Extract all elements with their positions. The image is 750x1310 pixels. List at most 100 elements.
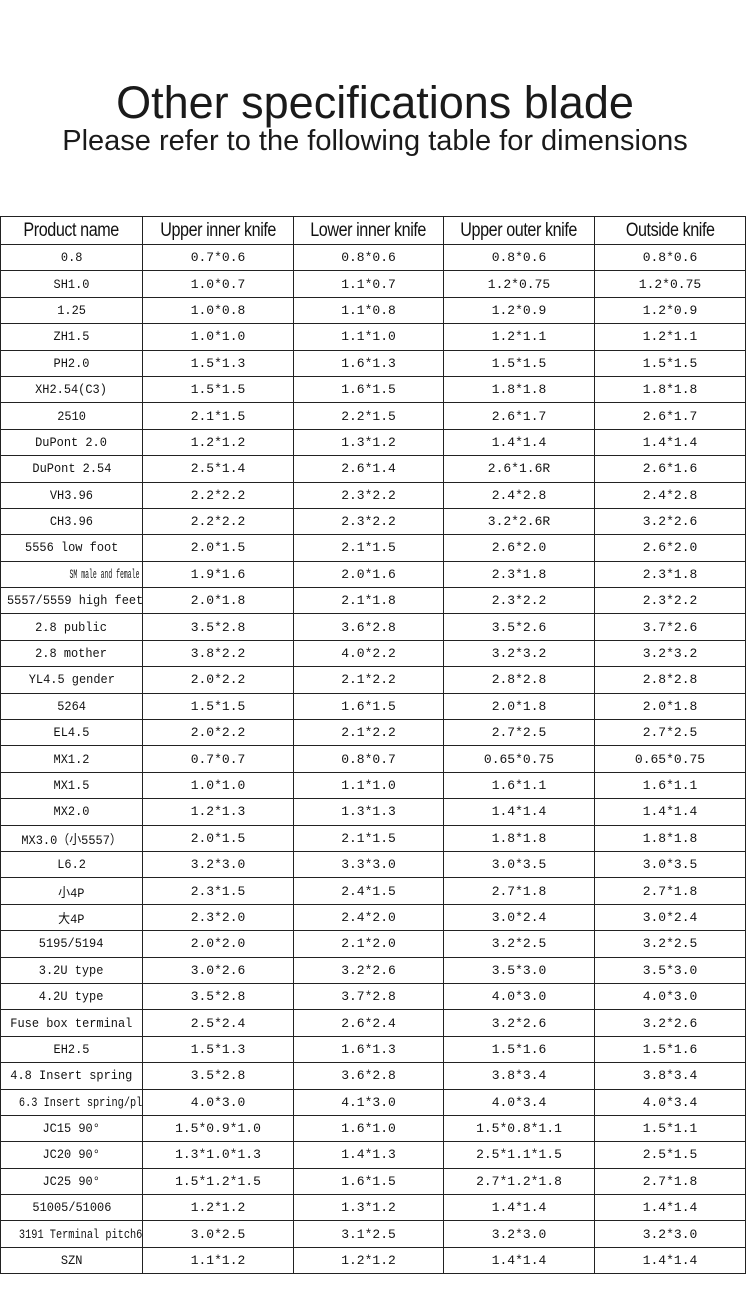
product-name-cell: 2510 — [0, 402, 143, 430]
product-name-cell: 大4P — [0, 903, 143, 932]
upper-outer-knife-cell: 2.7*1.8 — [443, 877, 595, 905]
lower-inner-knife-cell: 1.1*1.0 — [293, 323, 444, 351]
outside-knife-cell: 2.6*1.7 — [594, 402, 746, 430]
lower-inner-knife-cell: 3.6*2.8 — [293, 1062, 444, 1090]
outside-knife-cell: 4.0*3.4 — [594, 1088, 746, 1116]
table-row: 0.8 0.7*0.6 0.8*0.6 0.8*0.6 0.8*0.6 — [0, 243, 746, 272]
upper-inner-knife-cell: 3.2*3.0 — [142, 850, 294, 879]
product-name-cell: 小4P — [0, 877, 143, 905]
product-name-text: MX2.0 — [53, 804, 90, 820]
product-name-text: PH2.0 — [53, 355, 90, 371]
lower-inner-knife-cell: 0.8*0.6 — [293, 243, 444, 272]
product-name-cell: 51005/51006 — [0, 1194, 143, 1222]
table-row: 4.8 Insert spring 3.5*2.8 3.6*2.8 3.8*3.4 3.… — [0, 1062, 746, 1090]
upper-inner-knife-cell: 4.0*3.0 — [142, 1088, 294, 1116]
table-row: 2.8 mother 3.8*2.2 4.0*2.2 3.2*3.2 3.2*3.2 — [0, 639, 746, 668]
upper-outer-knife-cell: 3.8*3.4 — [443, 1062, 595, 1090]
lower-inner-knife-cell: 1.6*1.0 — [293, 1114, 444, 1143]
upper-outer-knife-cell: 1.8*1.8 — [443, 824, 595, 852]
product-name-cell: MX3.0（小5557） — [0, 824, 143, 852]
upper-inner-knife-cell: 2.5*1.4 — [142, 455, 294, 483]
upper-inner-knife-cell: 1.5*1.3 — [142, 1035, 294, 1064]
upper-inner-knife-cell: 2.2*2.2 — [142, 507, 294, 536]
product-name-cell: PH2.0 — [0, 349, 143, 377]
upper-outer-knife-cell: 3.2*3.2 — [443, 639, 595, 668]
outside-knife-cell: 0.65*0.75 — [594, 745, 746, 773]
upper-outer-knife-cell: 3.5*3.0 — [443, 956, 595, 984]
table-row: YL4.5 gender 2.0*2.2 2.1*2.2 2.8*2.8 2.8*2.8 — [0, 666, 746, 694]
product-name-cell: 3.2U type — [0, 956, 143, 984]
upper-outer-knife-cell: 0.8*0.6 — [443, 243, 595, 272]
product-name-cell: JC25 90° — [0, 1167, 143, 1196]
lower-inner-knife-cell: 1.1*0.7 — [293, 270, 444, 298]
product-name-text: EL4.5 — [53, 725, 90, 741]
product-name-cell: DuPont 2.54 — [0, 455, 143, 483]
upper-inner-knife-cell: 3.0*2.6 — [142, 956, 294, 984]
lower-inner-knife-cell: 2.1*2.2 — [293, 719, 444, 747]
table-row: 5264 1.5*1.5 1.6*1.5 2.0*1.8 2.0*1.8 — [0, 692, 746, 721]
table-row: DuPont 2.0 1.2*1.2 1.3*1.2 1.4*1.4 1.4*1.4 — [0, 428, 746, 457]
table-row: 3.2U type 3.0*2.6 3.2*2.6 3.5*3.0 3.5*3.0 — [0, 956, 746, 984]
product-name-cell: EL4.5 — [0, 719, 143, 747]
upper-inner-knife-cell: 1.0*0.7 — [142, 270, 294, 298]
table-row: DuPont 2.54 2.5*1.4 2.6*1.4 2.6*1.6R 2.6*1.6 — [0, 455, 746, 483]
lower-inner-knife-cell: 2.3*2.2 — [293, 481, 444, 509]
table-row: MX1.5 1.0*1.0 1.1*1.0 1.6*1.1 1.6*1.1 — [0, 771, 746, 800]
product-name-text: 2.8 mother — [35, 646, 108, 662]
outside-knife-cell: 1.4*1.4 — [594, 1194, 746, 1222]
outside-knife-cell: 4.0*3.0 — [594, 982, 746, 1011]
table-row: EH2.5 1.5*1.3 1.6*1.3 1.5*1.6 1.5*1.6 — [0, 1035, 746, 1064]
outside-knife-cell: 1.4*1.4 — [594, 798, 746, 826]
upper-outer-knife-cell: 1.5*1.6 — [443, 1035, 595, 1064]
lower-inner-knife-cell: 1.3*1.3 — [293, 798, 444, 826]
table-row: JC15 90° 1.5*0.9*1.0 1.6*1.0 1.5*0.8*1.1 1.5… — [0, 1114, 746, 1143]
product-name-cell: 5557/5559 high feet — [0, 587, 143, 615]
upper-outer-knife-cell: 1.4*1.4 — [443, 428, 595, 457]
upper-inner-knife-cell: 1.5*1.5 — [142, 375, 294, 404]
outside-knife-cell: 2.0*1.8 — [594, 692, 746, 721]
upper-outer-knife-cell: 3.5*2.6 — [443, 613, 595, 641]
lower-inner-knife-cell: 1.6*1.5 — [293, 1167, 444, 1196]
outside-knife-cell: 1.8*1.8 — [594, 824, 746, 852]
table-row: 2.8 public 3.5*2.8 3.6*2.8 3.5*2.6 3.7*2.6 — [0, 613, 746, 641]
upper-inner-knife-cell: 3.8*2.2 — [142, 639, 294, 668]
lower-inner-knife-cell: 2.1*2.2 — [293, 666, 444, 694]
product-name-text: 5264 — [57, 698, 86, 714]
table-row: JC20 90° 1.3*1.0*1.3 1.4*1.3 2.5*1.1*1.5 2.5… — [0, 1141, 746, 1169]
lower-inner-knife-cell: 4.0*2.2 — [293, 639, 444, 668]
outside-knife-cell: 0.8*0.6 — [594, 243, 746, 272]
lower-inner-knife-cell: 1.3*1.2 — [293, 1194, 444, 1222]
outside-knife-cell: 2.6*2.0 — [594, 534, 746, 562]
upper-inner-knife-cell: 2.5*2.4 — [142, 1009, 294, 1037]
outside-knife-cell: 2.7*2.5 — [594, 719, 746, 747]
product-name-cell: EH2.5 — [0, 1035, 143, 1064]
table-header-row: Product name Upper inner knife Lower inn… — [0, 216, 746, 245]
outside-knife-cell: 3.2*2.5 — [594, 930, 746, 958]
header-label: Lower inner knife — [310, 219, 427, 241]
page-subtitle: Please refer to the following table for … — [62, 125, 688, 157]
lower-inner-knife-cell: 3.2*2.6 — [293, 956, 444, 984]
table-row: 4.2U type 3.5*2.8 3.7*2.8 4.0*3.0 4.0*3.0 — [0, 982, 746, 1011]
product-name-cell: SM male and female terminals shared — [0, 560, 143, 589]
header-label: Upper outer knife — [460, 219, 578, 241]
table-row: MX2.0 1.2*1.3 1.3*1.3 1.4*1.4 1.4*1.4 — [0, 798, 746, 826]
outside-knife-cell: 1.4*1.4 — [594, 428, 746, 457]
outside-knife-cell: 1.5*1.1 — [594, 1114, 746, 1143]
upper-outer-knife-cell: 4.0*3.0 — [443, 982, 595, 1011]
outside-knife-cell: 1.6*1.1 — [594, 771, 746, 800]
header-label: Product name — [23, 219, 120, 241]
table-row: 小4P 2.3*1.5 2.4*1.5 2.7*1.8 2.7*1.8 — [0, 877, 746, 905]
product-name-cell: MX1.2 — [0, 745, 143, 773]
product-name-text: 4.2U type — [39, 989, 104, 1005]
product-name-cell: 4.8 Insert spring — [0, 1062, 143, 1090]
table-row: CH3.96 2.2*2.2 2.3*2.2 3.2*2.6R 3.2*2.6 — [0, 507, 746, 536]
outside-knife-cell: 3.2*3.2 — [594, 639, 746, 668]
product-name-text: EH2.5 — [53, 1041, 90, 1057]
table-row: SM male and female terminals shared1.9*1… — [0, 560, 746, 589]
upper-outer-knife-cell: 3.0*3.5 — [443, 850, 595, 879]
product-name-cell: JC15 90° — [0, 1114, 143, 1143]
upper-inner-knife-cell: 2.0*2.2 — [142, 719, 294, 747]
lower-inner-knife-cell: 2.4*2.0 — [293, 903, 444, 932]
upper-inner-knife-cell: 2.0*1.5 — [142, 824, 294, 852]
upper-inner-knife-cell: 2.0*1.5 — [142, 534, 294, 562]
